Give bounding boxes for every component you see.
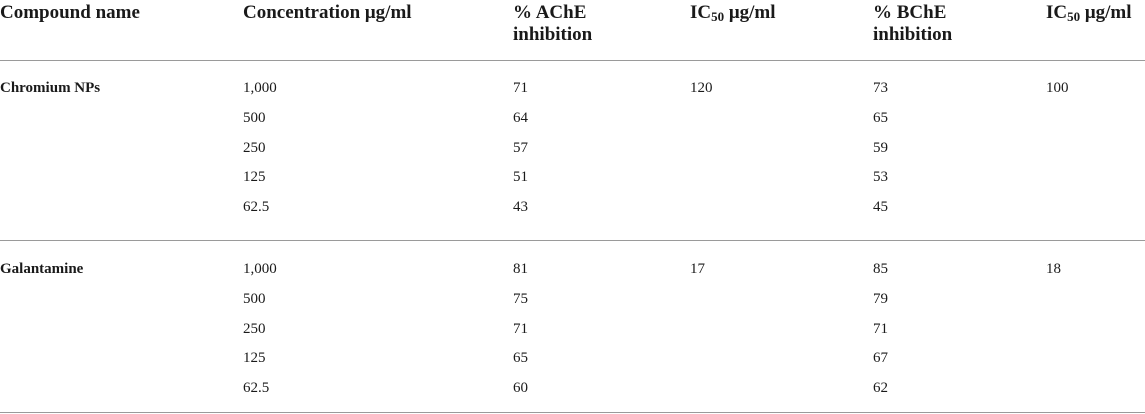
concentration-cell: 1,000: [243, 80, 277, 96]
ache-cell: 65: [513, 350, 528, 366]
bche-cell: 45: [873, 199, 888, 215]
concentration-cell: 1,000: [243, 261, 277, 277]
group-divider: [0, 240, 1145, 241]
header-ic50-ache-suffix: μg/ml: [724, 2, 776, 23]
ache-cell: 43: [513, 199, 528, 215]
ache-cell: 57: [513, 140, 528, 156]
header-compound-name-text: Compound name: [0, 2, 140, 23]
concentration-cell: 250: [243, 140, 266, 156]
header-compound-name: Compound name: [0, 2, 140, 24]
header-bche-line2: inhibition: [873, 24, 953, 45]
ache-cell: 71: [513, 321, 528, 337]
concentration-cell: 125: [243, 169, 266, 185]
bche-cell: 71: [873, 321, 888, 337]
compound-name: Chromium NPs: [0, 80, 101, 96]
concentration-cell: 500: [243, 110, 266, 126]
bche-cell: 59: [873, 140, 888, 156]
bche-cell: 62: [873, 380, 888, 396]
ache-cell: 75: [513, 291, 528, 307]
ic50-bche-value: 18: [1046, 261, 1061, 277]
bche-cell: 79: [873, 291, 888, 307]
header-ic50-bche-subscript: 50: [1067, 9, 1081, 24]
header-ache-line2: inhibition: [513, 24, 593, 45]
header-concentration-text: Concentration μg/ml: [243, 2, 412, 23]
bche-cell: 67: [873, 350, 888, 366]
bche-cell: 65: [873, 110, 888, 126]
header-ic50-bche-prefix: IC: [1046, 2, 1068, 23]
header-bche-inhibition: % BChE inhibition: [873, 2, 952, 46]
ache-cell: 60: [513, 380, 528, 396]
table-bottom-rule: [0, 412, 1145, 413]
header-ic50-bche: IC50 μg/ml: [1046, 2, 1132, 24]
ache-cell: 64: [513, 110, 528, 126]
header-concentration: Concentration μg/ml: [243, 2, 412, 24]
ache-cell: 81: [513, 261, 528, 277]
concentration-cell: 62.5: [243, 199, 270, 215]
bche-cell: 85: [873, 261, 888, 277]
header-ache-line1: % AChE: [513, 2, 587, 23]
header-ic50-ache-subscript: 50: [711, 9, 725, 24]
header-ic50-ache: IC50 μg/ml: [690, 2, 776, 24]
ache-cell: 51: [513, 169, 528, 185]
bche-cell: 53: [873, 169, 888, 185]
header-ache-inhibition: % AChE inhibition: [513, 2, 592, 46]
concentration-cell: 250: [243, 321, 266, 337]
ic50-ache-value: 120: [690, 80, 713, 96]
header-bche-line1: % BChE: [873, 2, 947, 23]
ic50-bche-value: 100: [1046, 80, 1069, 96]
concentration-cell: 500: [243, 291, 266, 307]
header-ic50-ache-prefix: IC: [690, 2, 712, 23]
concentration-cell: 125: [243, 350, 266, 366]
header-divider: [0, 60, 1145, 61]
compound-name: Galantamine: [0, 261, 84, 277]
bche-cell: 73: [873, 80, 888, 96]
ache-cell: 71: [513, 80, 528, 96]
header-ic50-bche-suffix: μg/ml: [1080, 2, 1132, 23]
concentration-cell: 62.5: [243, 380, 270, 396]
ic50-ache-value: 17: [690, 261, 705, 277]
